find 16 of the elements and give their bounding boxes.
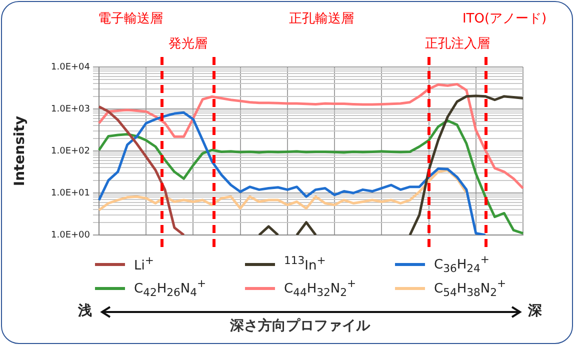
text: 浅 <box>78 302 92 320</box>
legend-label: Li$^{+}$ <box>134 254 154 274</box>
y-tick-label: 1.0E+04 <box>51 62 90 72</box>
text: 発光層 <box>168 36 208 52</box>
text: 深さ方向プロファイル <box>230 318 370 334</box>
y-tick-label: 1.0E+03 <box>51 104 90 114</box>
y-tick-label: 1.0E+01 <box>51 188 90 198</box>
text: 深 <box>528 302 542 320</box>
y-tick-label: 1.0E+02 <box>51 146 90 156</box>
y-tick-label: 1.0E+00 <box>51 230 90 240</box>
text: 正孔注入層 <box>424 36 490 52</box>
text: 電子輸送層 <box>98 11 164 26</box>
y-axis-title: Intensity <box>12 116 28 186</box>
text: ITO(アノード) <box>462 11 547 26</box>
text: 正孔輸送層 <box>288 11 354 26</box>
legend-label: $^{113}$In$^{+}$ <box>284 254 326 274</box>
